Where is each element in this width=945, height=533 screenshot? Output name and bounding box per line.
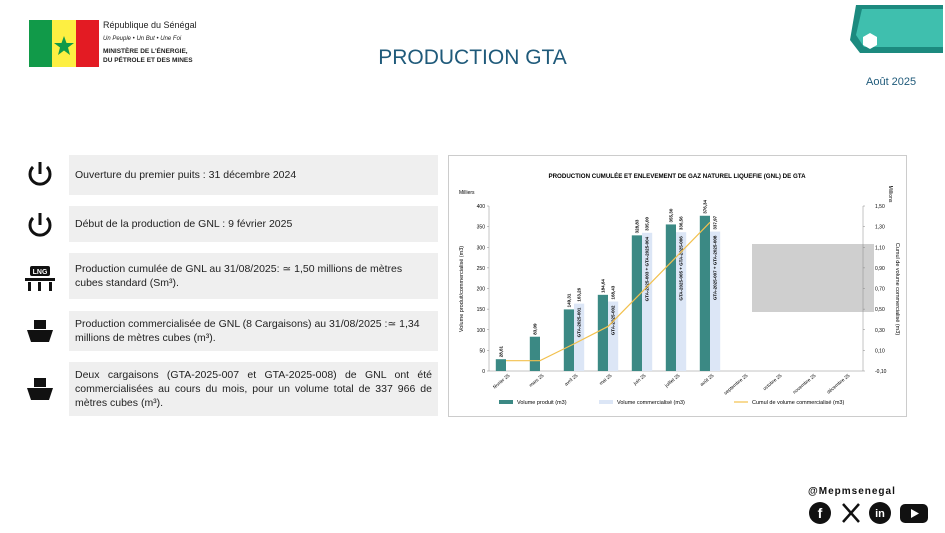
bar: [642, 232, 653, 371]
bar: [665, 224, 676, 371]
y-tick-label: 100: [477, 328, 486, 334]
social-icons: f in: [809, 502, 928, 524]
watermark: [752, 244, 874, 312]
value-label: 149,31: [566, 293, 571, 307]
y-tick-label: 200: [477, 287, 486, 293]
info-item: Production cumulée de GNL au 31/08/2025:…: [69, 253, 438, 299]
date: Août 2025: [866, 76, 917, 88]
ministry: MINISTÈRE DE L'ÉNERGIE,: [103, 48, 188, 55]
value-label: 83,09: [532, 323, 537, 335]
ministry: DU PÉTROLE ET DES MINES: [103, 57, 193, 64]
value-label: 337,97: [713, 215, 718, 229]
x-tick-label: février 25: [492, 373, 511, 391]
bar: [608, 301, 619, 371]
y2-unit: Millions: [887, 186, 893, 203]
y2-axis-label: Cumul de volume commercialisé (m3): [894, 243, 900, 335]
lng-label: LNG: [33, 269, 48, 276]
bar: [529, 336, 540, 371]
x-tick-label: septembre 25: [723, 373, 750, 397]
y2-tick-label: 0,90: [875, 266, 885, 272]
y-tick-label: 0: [482, 369, 485, 375]
flag: [29, 20, 99, 67]
y2-tick-label: 1,10: [875, 245, 885, 251]
y2-tick-label: 0,70: [875, 287, 885, 293]
legend-label: Volume produit (m3): [517, 400, 567, 406]
value-label: 28,61: [498, 345, 503, 357]
country: République du Sénégal: [103, 20, 197, 30]
social-handle: @Mepmsenegal: [808, 486, 896, 497]
y-tick-label: 350: [477, 225, 486, 231]
svg-text:in: in: [875, 508, 885, 520]
value-label: 328,83: [634, 219, 639, 233]
value-label: 355,30: [668, 208, 673, 222]
value-label: 336,56: [679, 216, 684, 230]
x-tick-label: mai 25: [598, 373, 613, 387]
y-unit: Milliers: [459, 190, 475, 196]
line: [506, 221, 711, 362]
bar: [563, 309, 574, 371]
y2-tick-label: -0,10: [875, 369, 887, 375]
info-item: Production commercialisée de GNL (8 Carg…: [69, 311, 438, 351]
x-tick-label: juin 25: [632, 373, 648, 388]
y-tick-label: 300: [477, 245, 486, 251]
motto: Un Peuple • Un But • Une Foi: [103, 36, 182, 42]
y2-tick-label: 0,30: [875, 328, 885, 334]
bar-annotation: GTA-2025-003 + GTA-2025-004: [645, 236, 650, 301]
value-label: 376,34: [702, 199, 707, 213]
bar: [597, 294, 608, 371]
bar: [574, 303, 585, 371]
bar: [699, 215, 710, 371]
bar: [631, 235, 642, 371]
x-tick-label: août 25: [699, 373, 715, 388]
y2-tick-label: 1,30: [875, 225, 885, 231]
bar-annotation: GTA-2025-002: [611, 305, 616, 335]
bar-annotation: GTA-2025-001: [577, 307, 582, 337]
value-label: 168,43: [611, 285, 616, 299]
x-tick-label: décembre 25: [826, 373, 852, 396]
logo-shape: [850, 5, 943, 53]
power-icon: [28, 213, 52, 237]
value-label: 163,26: [577, 287, 582, 301]
y-tick-label: 150: [477, 307, 486, 313]
value-label: 184,64: [600, 279, 605, 293]
x-tick-label: avril 25: [564, 373, 580, 388]
bar: [495, 359, 506, 371]
y2-tick-label: 1,50: [875, 204, 885, 210]
y2-tick-label: 0,50: [875, 307, 885, 313]
x-tick-label: novembre 25: [792, 373, 818, 396]
legend-swatch: [499, 400, 513, 404]
y-tick-label: 400: [477, 204, 486, 210]
svg-text:f: f: [818, 505, 823, 521]
legend-swatch: [599, 400, 613, 404]
y2-tick-label: 0,10: [875, 348, 885, 354]
slide-title: PRODUCTION GTA: [378, 46, 567, 69]
y-tick-label: 50: [479, 348, 485, 354]
value-label: 335,00: [645, 217, 650, 231]
chart: PRODUCTION CUMULÉE ET ENLEVEMENT DE GAZ …: [448, 155, 907, 417]
legend-label: Cumul de volume commercialisé (m3): [752, 400, 844, 406]
y-axis-label: Volume produit/commercialisé (m3): [459, 246, 465, 332]
bar-annotation: GTA-2025-007 + GTA-2025-008: [713, 235, 718, 300]
ship-icon: [27, 378, 53, 400]
lng-icon: LNG: [25, 266, 55, 291]
chart-title: PRODUCTION CUMULÉE ET ENLEVEMENT DE GAZ …: [548, 172, 806, 180]
bar: [676, 232, 687, 371]
x-tick-label: mars 25: [528, 373, 545, 389]
info-item: Deux cargaisons (GTA-2025-007 et GTA-202…: [69, 362, 438, 416]
info-item: Début de la production de GNL : 9 févrie…: [69, 206, 438, 242]
ship-icon: [27, 320, 53, 342]
bar: [710, 231, 721, 371]
x-tick-label: juillet 25: [663, 373, 681, 390]
bar-annotation: GTA-2025-005 + GTA-2025-006: [679, 236, 684, 301]
x-tick-label: octobre 25: [762, 373, 783, 392]
legend-label: Volume commercialisé (m3): [617, 400, 685, 406]
y-tick-label: 250: [477, 266, 486, 272]
info-item: Ouverture du premier puits : 31 décembre…: [69, 155, 438, 195]
power-icon: [28, 162, 52, 186]
